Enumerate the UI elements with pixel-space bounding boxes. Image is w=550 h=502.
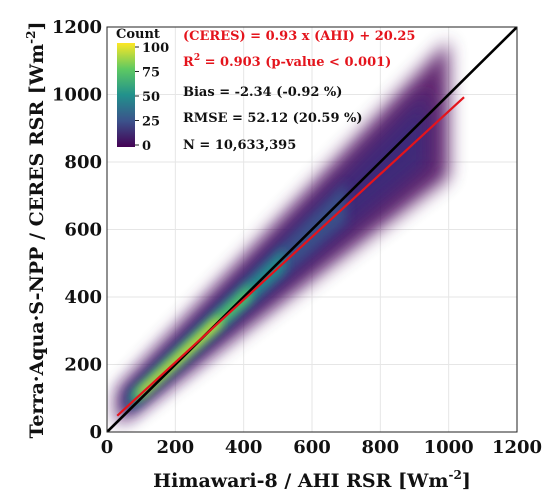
y-axis-title: Terra·Aqua·S-NPP / CERES RSR [Wm-2] [24, 21, 48, 438]
colorbar-ticks: 100 75 50 25 0 [135, 41, 169, 154]
rmse-stat: RMSE = 52.12 (20.59 %) [183, 111, 363, 126]
x-tick-label: 0 [101, 437, 114, 458]
x-axis-title: Himawari-8 / AHI RSR [Wm-2] [153, 468, 471, 492]
x-tick-label: 600 [293, 437, 331, 458]
density-cloud [117, 40, 449, 426]
y-tick-label: 800 [64, 152, 102, 173]
y-tick-labels: 0 200 400 600 800 1000 1200 [52, 17, 102, 443]
y-axis-title-end: ] [26, 21, 48, 30]
x-axis-title-sup: -2 [448, 468, 461, 482]
y-tick-label: 200 [64, 355, 102, 376]
x-tick-label: 1000 [424, 437, 474, 458]
y-tick-label: 1000 [52, 85, 102, 106]
y-tick-label: 600 [64, 220, 102, 241]
colorbar-ramp [117, 43, 135, 147]
regression-equation: (CERES) = 0.93 x (AHI) + 20.25 [183, 29, 415, 44]
x-tick-label: 200 [157, 437, 195, 458]
y-tick-label: 1200 [52, 17, 102, 38]
plot-frame [106, 26, 518, 433]
r-squared-sup: 2 [194, 53, 200, 63]
r-squared-prefix: R [183, 55, 194, 70]
y-tick-label: 0 [89, 422, 102, 443]
reference-lines [107, 27, 517, 432]
x-tick-labels: 0 200 400 600 800 1000 1200 [101, 437, 542, 458]
y-tick-label: 400 [64, 287, 102, 308]
colorbar-tick-label: 0 [142, 139, 151, 154]
colorbar-tick-label: 75 [142, 66, 160, 81]
regression-line [116, 96, 465, 417]
one-to-one-line [107, 27, 517, 432]
x-tick-label: 400 [225, 437, 263, 458]
x-axis-title-main: Himawari-8 / AHI RSR [Wm [153, 470, 448, 492]
colorbar-tick-label: 50 [142, 90, 160, 105]
y-axis-title-sup: -2 [24, 30, 38, 43]
colorbar-title: Count [116, 27, 160, 42]
stats-block: (CERES) = 0.93 x (AHI) + 20.25 R2 = 0.90… [183, 29, 415, 153]
r-squared-rest: = 0.903 (p-value < 0.001) [200, 55, 391, 70]
x-tick-label: 1200 [492, 437, 542, 458]
colorbar: Count 100 75 50 25 0 [116, 27, 169, 154]
colorbar-tick-label: 100 [142, 41, 169, 56]
colorbar-tick-label: 25 [142, 115, 160, 130]
y-axis-title-main: Terra·Aqua·S-NPP / CERES RSR [Wm [26, 44, 48, 439]
x-axis-title-end: ] [462, 470, 471, 492]
bias-stat: Bias = -2.34 (-0.92 %) [183, 85, 342, 100]
x-tick-label: 800 [362, 437, 400, 458]
r-squared: R2 = 0.903 (p-value < 0.001) [183, 53, 391, 70]
count-stat: N = 10,633,395 [183, 138, 296, 153]
